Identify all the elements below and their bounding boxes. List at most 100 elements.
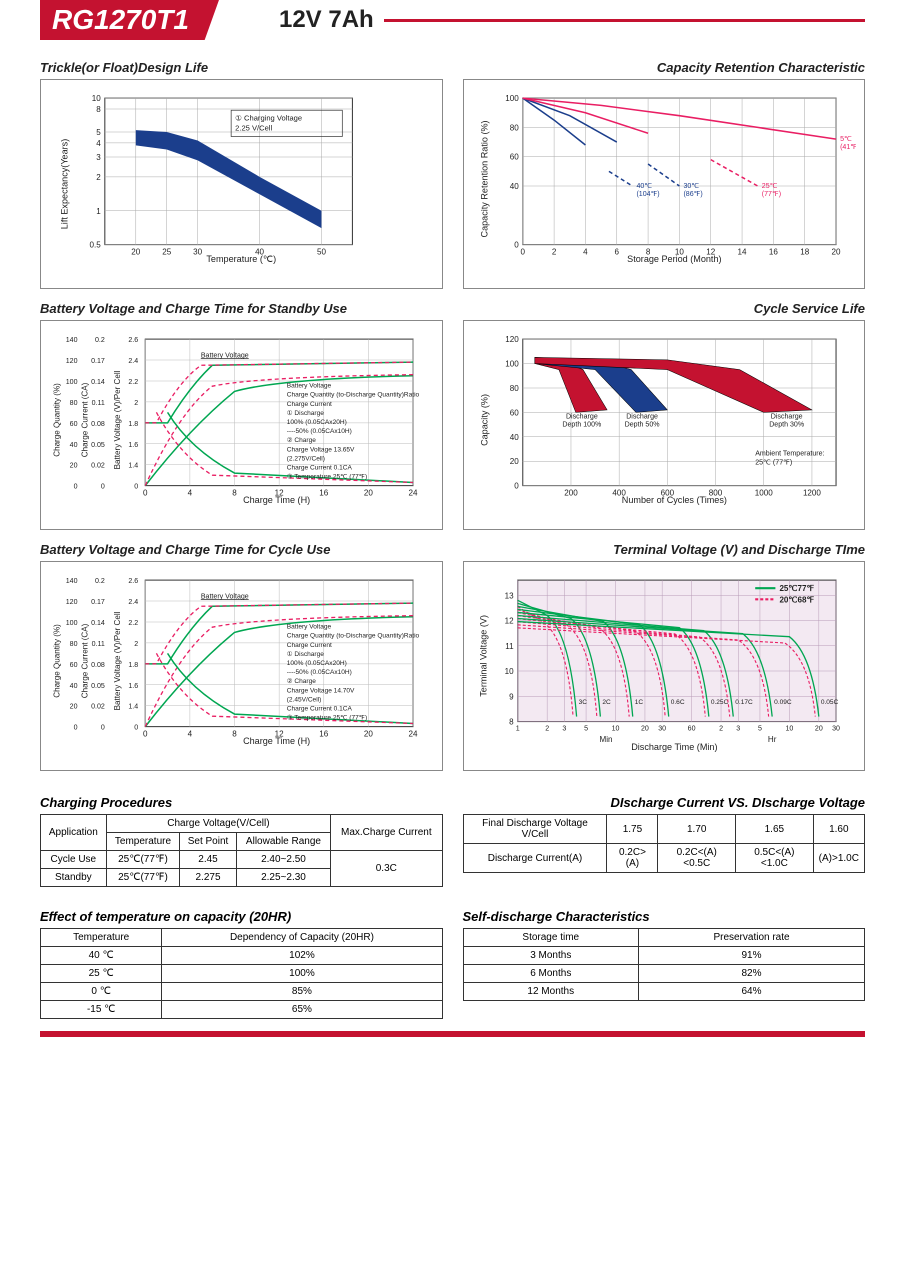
svg-text:100: 100 [505,94,519,103]
svg-text:2.4: 2.4 [128,358,138,365]
table2-title: DIscharge Current VS. DIscharge Voltage [463,795,866,810]
chart5-wrap: Battery Voltage and Charge Time for Cycl… [40,542,443,771]
svg-text:Charge Quantity (to-Discharge: Charge Quantity (to-Discharge Quantity)R… [287,392,420,399]
svg-text:(41℉): (41℉) [840,144,856,151]
svg-text:200: 200 [564,489,578,498]
svg-text:40: 40 [509,182,518,191]
svg-text:20: 20 [70,463,78,470]
svg-text:4: 4 [583,248,588,257]
svg-text:24: 24 [409,489,418,498]
svg-text:0.17C: 0.17C [735,699,753,706]
svg-text:0: 0 [143,489,148,498]
svg-text:20: 20 [364,730,373,739]
svg-text:Discharge: Discharge [770,413,802,420]
svg-text:3: 3 [96,153,101,162]
svg-text:0.05: 0.05 [91,442,105,449]
svg-text:1: 1 [96,207,101,216]
table3-title: Effect of temperature on capacity (20HR) [40,909,443,924]
svg-text:25℃: 25℃ [761,183,777,190]
svg-text:2: 2 [551,248,556,257]
svg-text:0: 0 [134,484,138,491]
svg-text:0: 0 [134,725,138,732]
svg-text:140: 140 [66,337,78,344]
svg-text:8: 8 [509,718,514,727]
svg-text:60: 60 [509,153,518,162]
svg-text:0: 0 [143,730,148,739]
svg-text:0.11: 0.11 [92,641,105,648]
svg-text:Depth 30%: Depth 30% [769,422,805,429]
svg-text:Charge Current: Charge Current [287,401,332,408]
svg-text:25: 25 [162,248,171,257]
svg-text:(2.45V/Cell): (2.45V/Cell) [287,696,322,703]
svg-text:0.09C: 0.09C [774,699,792,706]
svg-text:60: 60 [70,421,78,428]
header-rule [384,19,865,22]
svg-text:Capacity (%): Capacity (%) [479,394,489,446]
svg-text:4: 4 [96,139,101,148]
chart2-wrap: Capacity Retention Characteristic 024681… [463,60,866,289]
svg-text:120: 120 [505,335,519,344]
charging-procedures-table: ApplicationCharge Voltage(V/Cell)Max.Cha… [40,814,443,887]
table1-title: Charging Procedures [40,795,443,810]
chart1: 20253040500.512345810Temperature (℃)Lift… [40,79,443,289]
svg-text:0: 0 [514,241,519,250]
svg-text:Charge Time (H): Charge Time (H) [243,495,310,505]
svg-text:6: 6 [614,248,619,257]
svg-text:2.6: 2.6 [128,578,138,585]
svg-text:140: 140 [66,578,78,585]
svg-text:30℃: 30℃ [683,183,699,190]
table1-wrap: Charging Procedures ApplicationCharge Vo… [40,785,443,887]
chart5: 02040608010012014000.020.050.080.110.140… [40,561,443,771]
svg-text:12: 12 [504,617,513,626]
chart2-title: Capacity Retention Characteristic [463,60,866,75]
svg-text:0: 0 [101,484,105,491]
svg-text:Depth 50%: Depth 50% [624,422,660,429]
svg-text:30: 30 [658,726,666,733]
svg-text:1.6: 1.6 [128,683,138,690]
svg-text:20: 20 [70,704,78,711]
svg-text:10: 10 [785,726,793,733]
svg-text:50: 50 [317,248,326,257]
svg-text:0.05C: 0.05C [820,699,838,706]
svg-text:25℃77℉: 25℃77℉ [779,584,814,593]
svg-text:Storage Period (Month): Storage Period (Month) [627,254,721,264]
svg-text:16: 16 [319,489,328,498]
svg-text:Depth 100%: Depth 100% [562,422,602,429]
svg-text:1.4: 1.4 [128,704,138,711]
svg-text:0.11: 0.11 [92,400,105,407]
svg-text:----50% (0.05CAx10H): ----50% (0.05CAx10H) [287,669,352,676]
svg-text:0.02: 0.02 [91,463,105,470]
svg-text:13: 13 [504,591,513,600]
svg-text:4: 4 [188,730,193,739]
self-discharge-table: Storage timePreservation rate3 Months91%… [463,928,866,1001]
svg-text:① Discharge: ① Discharge [287,409,325,417]
svg-text:100: 100 [66,379,78,386]
table3-wrap: Effect of temperature on capacity (20HR)… [40,899,443,1019]
svg-text:10: 10 [611,726,619,733]
svg-text:25℃ (77℉): 25℃ (77℉) [755,459,792,466]
svg-text:60: 60 [70,662,78,669]
svg-text:0: 0 [514,482,519,491]
svg-text:80: 80 [70,400,78,407]
chart6-title: Terminal Voltage (V) and Discharge TIme [463,542,866,557]
svg-text:20: 20 [364,489,373,498]
svg-text:Charge Voltage 13.65V: Charge Voltage 13.65V [287,446,355,453]
svg-text:Charge Voltage 14.70V: Charge Voltage 14.70V [287,687,355,694]
svg-text:3C: 3C [578,699,587,706]
svg-text:Ambient Temperature:: Ambient Temperature: [755,450,824,457]
chart3: 02040608010012014000.020.050.080.110.140… [40,320,443,530]
svg-text:Charge Quantity (%): Charge Quantity (%) [52,383,61,457]
svg-text:2: 2 [719,726,723,733]
svg-text:1200: 1200 [802,489,820,498]
svg-text:0.5: 0.5 [90,241,102,250]
table2-wrap: DIscharge Current VS. DIscharge Voltage … [463,785,866,887]
svg-text:2.4: 2.4 [128,599,138,606]
svg-text:Battery Voltage: Battery Voltage [287,383,332,390]
svg-text:0.14: 0.14 [91,620,105,627]
svg-text:Charge Current: Charge Current [287,642,332,649]
page-header: RG1270T1 12V 7Ah [40,0,865,40]
svg-text:Battery Voltage: Battery Voltage [201,352,249,359]
svg-text:0.14: 0.14 [91,379,105,386]
svg-text:3: 3 [736,726,740,733]
svg-text:3: 3 [562,726,566,733]
